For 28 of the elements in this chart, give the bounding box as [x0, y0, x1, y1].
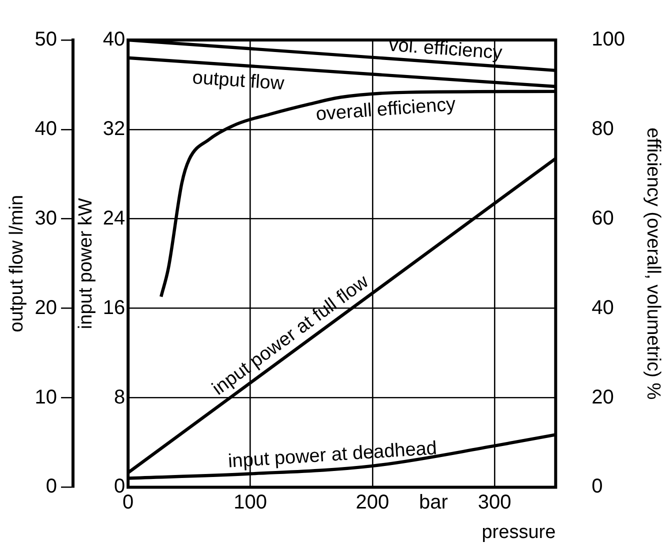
y3-tick-label: 0: [46, 476, 58, 498]
y3-tick-label: 50: [34, 28, 58, 51]
y2-tick-label: 0: [592, 476, 603, 498]
series-label: output flow: [192, 67, 285, 95]
y2-tick-label: 60: [592, 207, 614, 230]
series-label: overall efficiency: [315, 94, 457, 126]
y3-tick-label: 30: [34, 207, 58, 230]
x-tick-label: 100: [234, 492, 267, 514]
text: bar: [419, 492, 448, 514]
y-axis-title: input power kW: [76, 198, 97, 330]
y-tick-label: 8: [114, 386, 126, 408]
y-tick-label: 16: [102, 296, 126, 319]
x-axis-title: pressure: [482, 522, 556, 543]
y3-tick-label: 40: [34, 118, 58, 140]
y3-axis-title: output flow l/min: [6, 194, 28, 332]
y2-tick-label: 20: [592, 386, 614, 408]
y-tick-label: 40: [102, 28, 126, 51]
x-tick-label: 300: [478, 492, 512, 514]
y2-tick-label: 80: [592, 118, 614, 140]
x-tick-label: 200: [356, 492, 390, 514]
y-tick-label: 24: [102, 207, 126, 230]
y3-tick-label: 20: [34, 296, 58, 319]
series-label: input power at deadhead: [227, 438, 438, 472]
y2-axis-title: efficiency (overall, volumetric) %: [642, 128, 664, 400]
y3-tick-label: 10: [34, 386, 58, 408]
y-tick-label: 32: [102, 118, 126, 140]
y2-tick-label: 40: [592, 296, 614, 319]
y2-tick-label: 100: [592, 28, 626, 51]
